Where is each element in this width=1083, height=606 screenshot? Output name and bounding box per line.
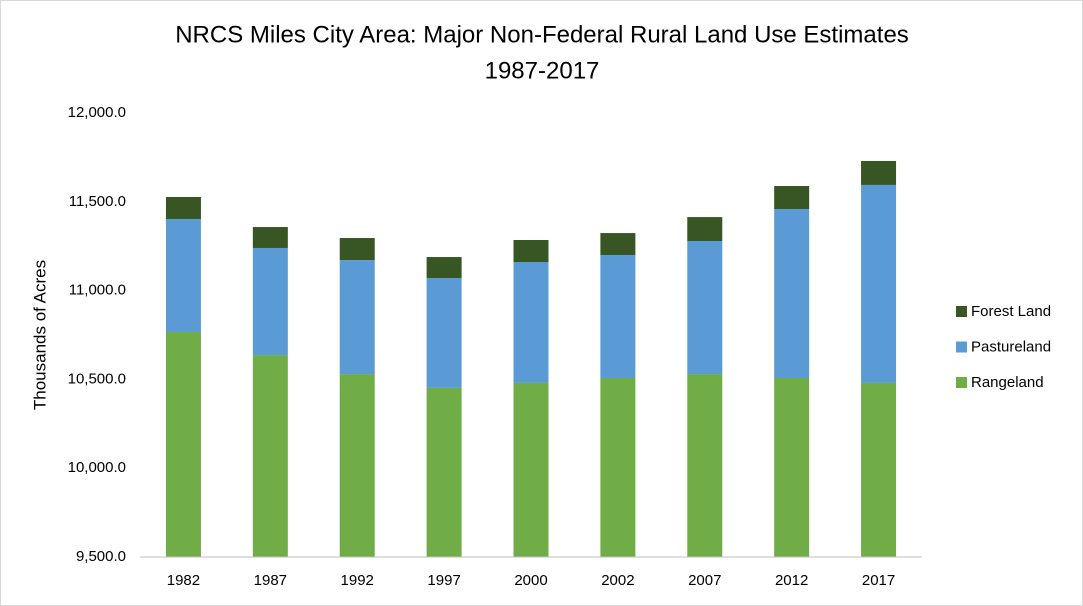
x-tick-label: 2000: [514, 572, 547, 589]
x-tick-label: 2012: [775, 572, 808, 589]
bar-segment: [252, 355, 288, 557]
legend-label: Pastureland: [971, 338, 1051, 355]
bar-segment: [600, 377, 636, 557]
legend-swatch: [956, 306, 967, 317]
x-tick-label: 2007: [688, 572, 721, 589]
bar-segment: [513, 262, 549, 383]
bar-segment: [339, 374, 375, 557]
bar-segment: [252, 227, 288, 248]
bar-segment: [861, 382, 897, 557]
chart-title: NRCS Miles City Area: Major Non-Federal …: [175, 21, 909, 48]
bar-segment: [774, 377, 810, 557]
legend-label: Rangeland: [971, 374, 1044, 391]
bar-segment: [513, 239, 549, 263]
x-tick-label: 1992: [341, 572, 374, 589]
legend-label: Forest Land: [971, 303, 1051, 320]
bar-segment: [774, 209, 810, 378]
y-tick-label: 10,500.0: [68, 370, 126, 387]
y-tick-label: 9,500.0: [76, 548, 126, 565]
bar-segment: [861, 184, 897, 383]
bar-segment: [339, 260, 375, 375]
bar-segment: [165, 331, 201, 557]
y-tick-label: 11,500.0: [69, 193, 126, 210]
x-tick-label: 2002: [601, 572, 634, 589]
bar-segment: [687, 241, 723, 375]
chart-title: 1987-2017: [485, 57, 600, 84]
bar-segment: [513, 382, 549, 557]
legend-swatch: [956, 377, 967, 388]
bar-segment: [426, 277, 462, 388]
bar-segment: [600, 233, 636, 256]
y-tick-label: 12,000.0: [68, 104, 126, 121]
bar-segment: [774, 185, 810, 210]
bar-segment: [600, 255, 636, 378]
bar-segment: [165, 219, 201, 332]
y-axis-label: Thousands of Acres: [30, 260, 49, 410]
bar-segment: [687, 217, 723, 242]
bar-segment: [861, 160, 897, 185]
legend-swatch: [956, 341, 967, 353]
y-tick-label: 10,000.0: [68, 459, 126, 476]
x-tick-label: 1987: [254, 572, 287, 589]
x-tick-label: 2017: [862, 572, 895, 589]
bar-segment: [252, 247, 288, 356]
y-tick-label: 11,000.0: [69, 282, 126, 299]
bar-segment: [687, 374, 723, 557]
x-tick-label: 1982: [167, 572, 200, 589]
x-tick-label: 1997: [427, 572, 460, 589]
bar-segment: [165, 197, 201, 220]
bar-segment: [426, 387, 462, 557]
bar-segment: [339, 238, 375, 261]
bar-segment: [426, 257, 462, 278]
